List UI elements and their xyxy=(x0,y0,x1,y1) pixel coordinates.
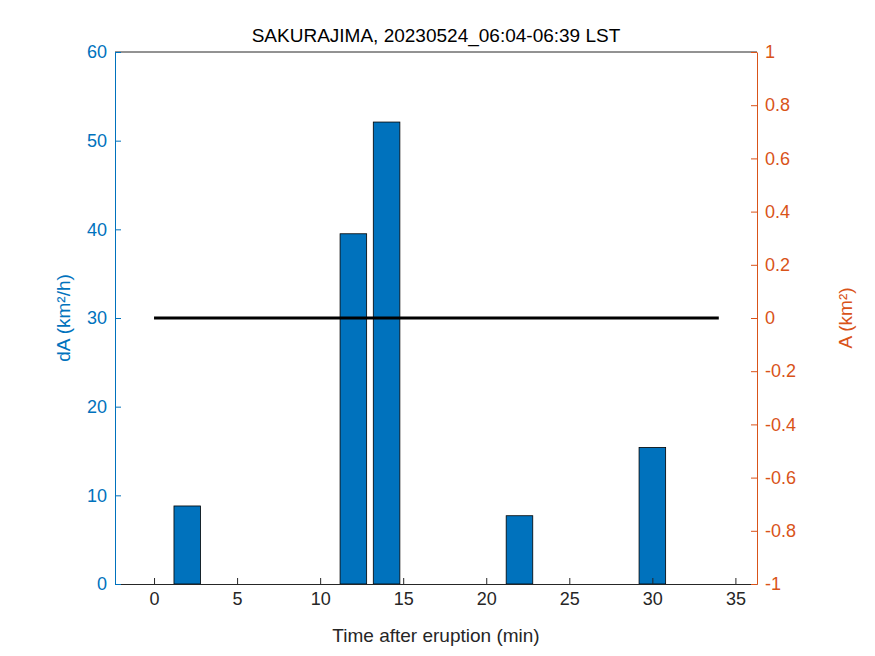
tick: 1 xyxy=(751,42,775,62)
tick-label: 20 xyxy=(87,397,107,417)
tick-label: 10 xyxy=(311,589,331,609)
tick: 15 xyxy=(394,578,414,609)
tick-mark xyxy=(115,584,121,585)
tick-mark xyxy=(486,578,487,584)
tick-label: 25 xyxy=(560,589,580,609)
tick: -0.8 xyxy=(751,521,796,541)
tick-mark xyxy=(115,52,121,53)
x-axis: 0 5 10 15 20 25 30 35 xyxy=(116,578,758,609)
tick: 5 xyxy=(233,578,243,609)
tick-label: 0 xyxy=(765,308,775,328)
tick-label: -0.8 xyxy=(765,521,796,541)
tick-mark xyxy=(751,318,757,319)
y-axis-title: dA (km²/h) xyxy=(53,274,74,362)
tick-mark xyxy=(751,265,757,266)
tick-mark xyxy=(115,229,121,230)
tick-label: 60 xyxy=(87,42,107,62)
y2-axis-title: A (km²) xyxy=(835,287,856,348)
tick-label: -0.2 xyxy=(765,361,796,381)
y2-axis-line xyxy=(757,53,758,585)
tick-label: 0.2 xyxy=(765,255,790,275)
tick: -0.4 xyxy=(751,415,796,435)
x-axis-title: Time after eruption (min) xyxy=(332,625,539,646)
tick-mark xyxy=(403,578,404,584)
tick-mark xyxy=(652,578,653,584)
tick-mark xyxy=(115,141,121,142)
tick: 0 xyxy=(97,574,121,594)
tick: 10 xyxy=(311,578,331,609)
tick: 20 xyxy=(477,578,497,609)
bar xyxy=(639,447,666,584)
tick-mark xyxy=(569,578,570,584)
tick: 35 xyxy=(726,578,746,609)
tick-label: -0.4 xyxy=(765,415,796,435)
tick: 25 xyxy=(560,578,580,609)
tick-mark xyxy=(751,424,757,425)
tick: 20 xyxy=(87,397,121,417)
tick-label: -1 xyxy=(765,574,781,594)
bar xyxy=(174,506,201,584)
tick-label: 15 xyxy=(394,589,414,609)
tick-mark xyxy=(751,531,757,532)
tick-mark xyxy=(751,105,757,106)
tick-label: 0 xyxy=(150,589,160,609)
tick: 10 xyxy=(87,486,121,506)
tick-mark xyxy=(751,158,757,159)
tick-mark xyxy=(751,584,757,585)
tick: 50 xyxy=(87,131,121,151)
tick: -0.6 xyxy=(751,468,796,488)
tick-label: 20 xyxy=(477,589,497,609)
frame-top xyxy=(115,52,757,53)
tick: -1 xyxy=(751,574,781,594)
tick: 0.2 xyxy=(751,255,790,275)
tick-label: 35 xyxy=(726,589,746,609)
tick-label: 0.8 xyxy=(765,95,790,115)
chart: 051015202530350102030405060-1-0.8-0.6-0.… xyxy=(0,0,875,656)
tick: 30 xyxy=(87,308,121,328)
tick-label: 1 xyxy=(765,42,775,62)
tick: 0.8 xyxy=(751,95,790,115)
y2-axis: -1 -0.8 -0.6 -0.4 -0.2 0 0.2 0.4 0.6 0.8 1 xyxy=(751,42,796,594)
tick: 60 xyxy=(87,42,121,62)
tick-label: 0.4 xyxy=(765,202,790,222)
tick: 40 xyxy=(87,220,121,240)
tick-mark xyxy=(237,578,238,584)
tick: 0.6 xyxy=(751,149,790,169)
tick: 0 xyxy=(751,308,775,328)
tick-label: 30 xyxy=(643,589,663,609)
bar xyxy=(373,122,400,584)
tick-mark xyxy=(751,371,757,372)
tick-label: 5 xyxy=(233,589,243,609)
tick: 0 xyxy=(150,578,160,609)
tick-mark xyxy=(115,407,121,408)
tick-mark xyxy=(751,478,757,479)
tick-label: 30 xyxy=(87,308,107,328)
bar xyxy=(340,234,367,584)
tick-mark xyxy=(735,578,736,584)
tick-mark xyxy=(115,495,121,496)
tick-mark xyxy=(154,578,155,584)
x-axis-line xyxy=(116,584,758,585)
tick-label: 40 xyxy=(87,220,107,240)
tick-mark xyxy=(751,212,757,213)
tick-label: 50 xyxy=(87,131,107,151)
y-axis: 0 10 20 30 40 50 60 xyxy=(87,42,121,594)
tick-label: 10 xyxy=(87,486,107,506)
tick: -0.2 xyxy=(751,361,796,381)
bar xyxy=(506,516,533,584)
tick: 30 xyxy=(643,578,663,609)
tick-mark xyxy=(320,578,321,584)
tick-mark xyxy=(751,52,757,53)
plot-area xyxy=(154,122,719,584)
tick-label: -0.6 xyxy=(765,468,796,488)
title: SAKURAJIMA, 20230524_06:04-06:39 LST xyxy=(252,25,621,47)
line xyxy=(154,317,719,320)
tick-mark xyxy=(115,318,121,319)
tick: 0.4 xyxy=(751,202,790,222)
tick-label: 0 xyxy=(97,574,107,594)
tick-label: 0.6 xyxy=(765,149,790,169)
